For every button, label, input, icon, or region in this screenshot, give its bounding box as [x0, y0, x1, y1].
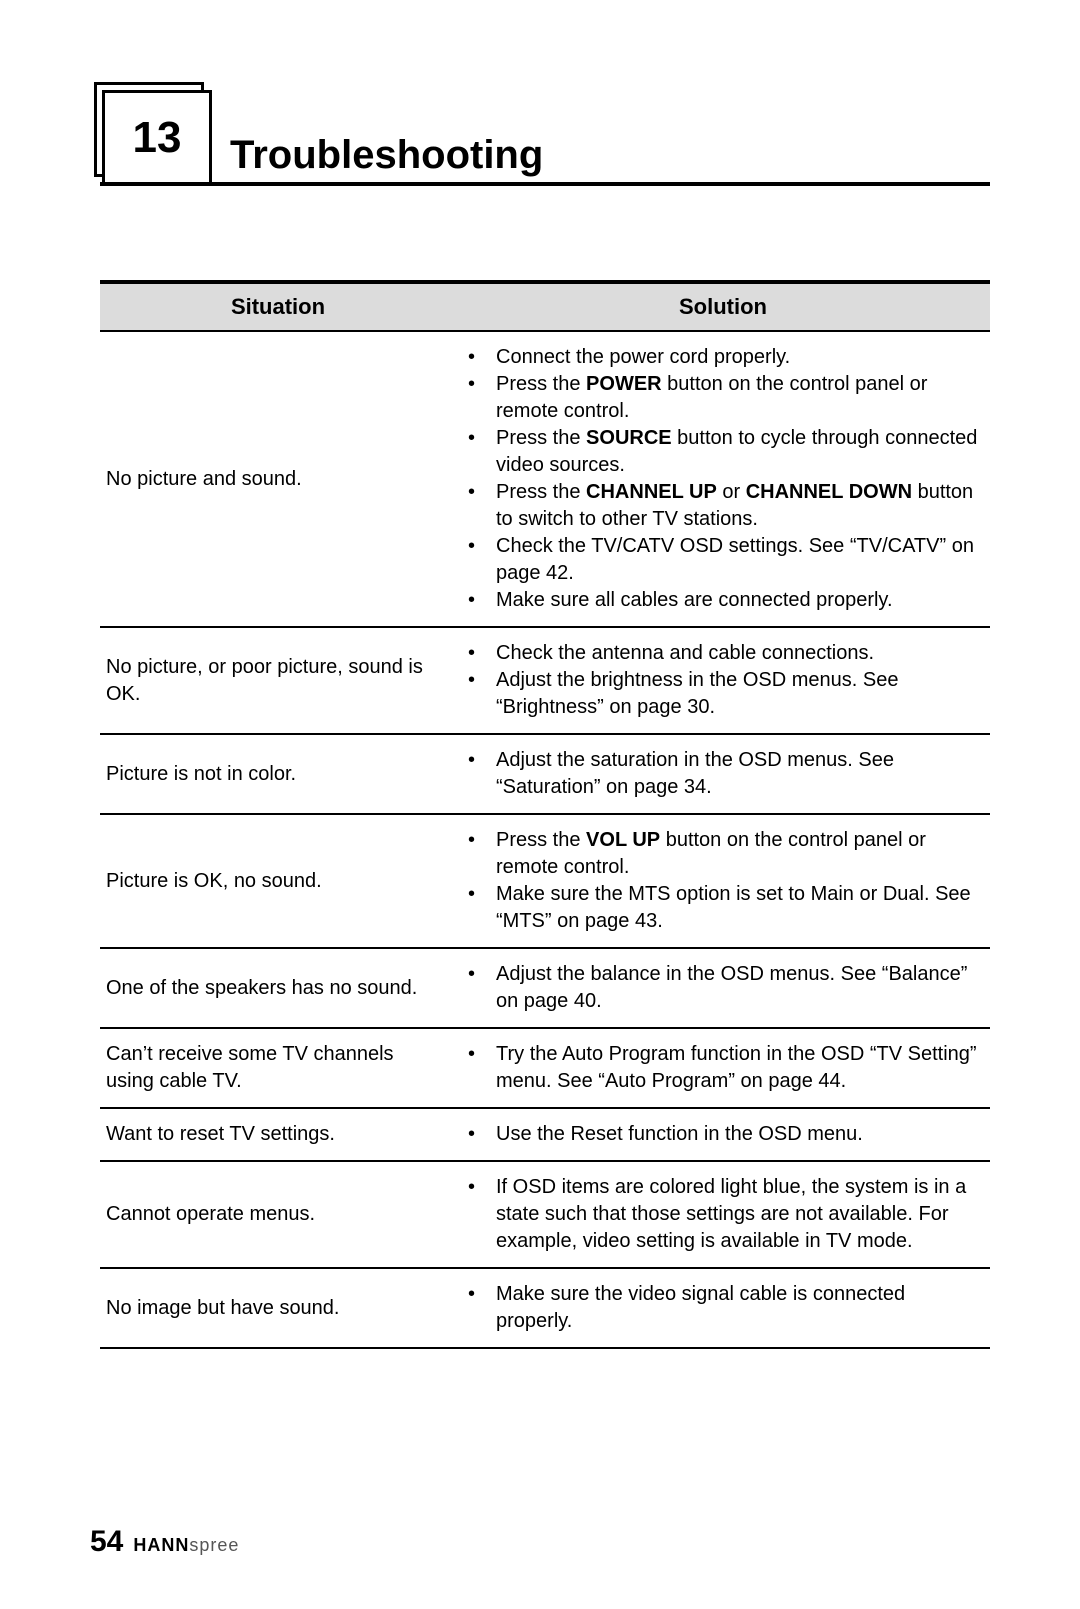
solution-cell: Check the antenna and cable connections.…: [456, 627, 990, 734]
table-row: No picture and sound.Connect the power c…: [100, 331, 990, 627]
situation-cell: Picture is not in color.: [100, 734, 456, 814]
solution-list: Check the antenna and cable connections.…: [456, 640, 980, 721]
solution-cell: If OSD items are colored light blue, the…: [456, 1161, 990, 1268]
chapter-rule: [100, 182, 990, 186]
solution-cell: Connect the power cord properly.Press th…: [456, 331, 990, 627]
situation-cell: One of the speakers has no sound.: [100, 948, 456, 1028]
solution-list: Try the Auto Program function in the OSD…: [456, 1041, 980, 1095]
situation-cell: No picture, or poor picture, sound is OK…: [100, 627, 456, 734]
solution-item: Make sure the video signal cable is conn…: [456, 1281, 980, 1335]
situation-cell: No image but have sound.: [100, 1268, 456, 1348]
table-row: Picture is not in color.Adjust the satur…: [100, 734, 990, 814]
solution-cell: Make sure the video signal cable is conn…: [456, 1268, 990, 1348]
solution-item: If OSD items are colored light blue, the…: [456, 1174, 980, 1255]
solution-list: Connect the power cord properly.Press th…: [456, 344, 980, 614]
table-row: No picture, or poor picture, sound is OK…: [100, 627, 990, 734]
solution-cell: Use the Reset function in the OSD menu.: [456, 1108, 990, 1161]
solution-cell: Adjust the balance in the OSD menus. See…: [456, 948, 990, 1028]
chapter-header: 13 Troubleshooting: [100, 80, 990, 190]
chapter-number: 13: [133, 113, 182, 163]
solution-item: Press the CHANNEL UP or CHANNEL DOWN but…: [456, 479, 980, 533]
page-number: 54: [90, 1525, 123, 1559]
solution-list: Use the Reset function in the OSD menu.: [456, 1121, 980, 1148]
troubleshooting-table: Situation Solution No picture and sound.…: [100, 280, 990, 1349]
header-situation: Situation: [100, 282, 456, 331]
solution-item: Adjust the saturation in the OSD menus. …: [456, 747, 980, 801]
solution-item: Check the antenna and cable connections.: [456, 640, 980, 667]
chapter-number-box: 13: [102, 90, 212, 185]
solution-item: Try the Auto Program function in the OSD…: [456, 1041, 980, 1095]
table-row: Can’t receive some TV channels using cab…: [100, 1028, 990, 1108]
brand-bold-part: HANN: [133, 1535, 189, 1555]
header-solution: Solution: [456, 282, 990, 331]
solution-cell: Press the VOL UP button on the control p…: [456, 814, 990, 948]
solution-item: Make sure the MTS option is set to Main …: [456, 881, 980, 935]
situation-cell: No picture and sound.: [100, 331, 456, 627]
brand-light-part: spree: [189, 1535, 239, 1555]
table-header-row: Situation Solution: [100, 282, 990, 331]
solution-item: Use the Reset function in the OSD menu.: [456, 1121, 980, 1148]
solution-cell: Adjust the saturation in the OSD menus. …: [456, 734, 990, 814]
situation-cell: Want to reset TV settings.: [100, 1108, 456, 1161]
solution-item: Press the SOURCE button to cycle through…: [456, 425, 980, 479]
solution-list: Press the VOL UP button on the control p…: [456, 827, 980, 935]
solution-item: Make sure all cables are connected prope…: [456, 587, 980, 614]
solution-cell: Try the Auto Program function in the OSD…: [456, 1028, 990, 1108]
table-row: Cannot operate menus.If OSD items are co…: [100, 1161, 990, 1268]
table-row: Picture is OK, no sound.Press the VOL UP…: [100, 814, 990, 948]
solution-item: Press the POWER button on the control pa…: [456, 371, 980, 425]
solution-list: Make sure the video signal cable is conn…: [456, 1281, 980, 1335]
table-row: No image but have sound.Make sure the vi…: [100, 1268, 990, 1348]
solution-list: Adjust the balance in the OSD menus. See…: [456, 961, 980, 1015]
solution-item: Check the TV/CATV OSD settings. See “TV/…: [456, 533, 980, 587]
situation-cell: Cannot operate menus.: [100, 1161, 456, 1268]
table-row: One of the speakers has no sound.Adjust …: [100, 948, 990, 1028]
situation-cell: Picture is OK, no sound.: [100, 814, 456, 948]
solution-item: Press the VOL UP button on the control p…: [456, 827, 980, 881]
solution-item: Connect the power cord properly.: [456, 344, 980, 371]
chapter-title: Troubleshooting: [230, 133, 543, 178]
table-row: Want to reset TV settings.Use the Reset …: [100, 1108, 990, 1161]
solution-list: If OSD items are colored light blue, the…: [456, 1174, 980, 1255]
brand-logo: HANNspree: [133, 1535, 239, 1556]
solution-list: Adjust the saturation in the OSD menus. …: [456, 747, 980, 801]
page-footer: 54 HANNspree: [90, 1525, 239, 1559]
situation-cell: Can’t receive some TV channels using cab…: [100, 1028, 456, 1108]
solution-item: Adjust the brightness in the OSD menus. …: [456, 667, 980, 721]
solution-item: Adjust the balance in the OSD menus. See…: [456, 961, 980, 1015]
